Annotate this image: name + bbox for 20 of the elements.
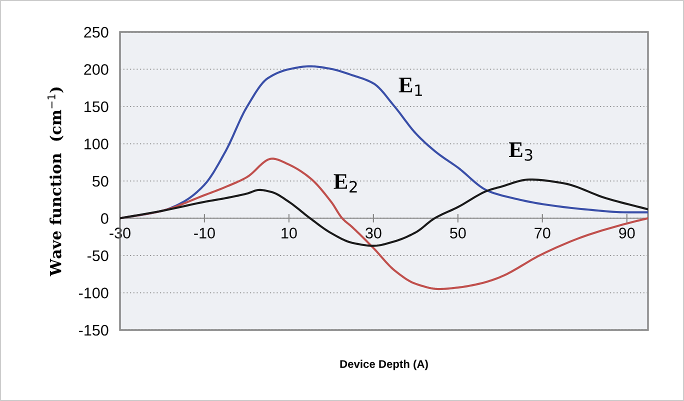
x-tick-label: 10 — [282, 228, 297, 238]
x-tick-label: 30 — [366, 228, 382, 238]
y-tick-label: 50 — [92, 176, 108, 187]
y-tick-label: -150 — [78, 324, 108, 336]
annotation: E$_{3}$ — [508, 142, 532, 161]
y-axis-title: Wave function (cm$^{−1}$) — [48, 87, 64, 276]
y-tick-label: 200 — [84, 64, 108, 75]
y-tick-label: -50 — [87, 250, 108, 262]
y-tick-label: -100 — [78, 288, 108, 298]
annotation: E$_{2}$ — [334, 174, 357, 192]
y-tick-label: 150 — [84, 101, 108, 112]
y-tick-label: 0 — [100, 213, 108, 224]
x-tick-label: 50 — [450, 228, 466, 238]
x-tick-label: 70 — [534, 228, 550, 238]
annotation: E$_{1}$ — [398, 78, 422, 96]
y-tick-label: 250 — [84, 26, 108, 38]
y-tick-label: 100 — [84, 138, 108, 150]
x-tick-label: -10 — [194, 228, 215, 238]
x-axis-title: Device Depth (A) — [340, 360, 428, 370]
x-tick-label: 90 — [619, 228, 635, 238]
